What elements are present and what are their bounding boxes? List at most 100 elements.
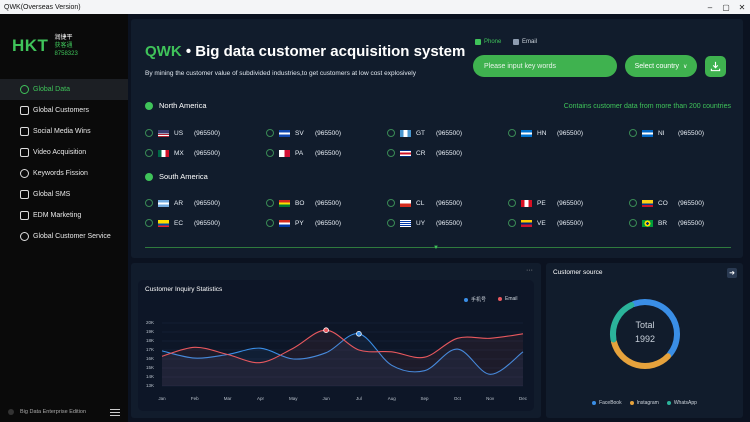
sidebar-footer: Big Data Enterprise Edition	[0, 402, 128, 422]
logo-text: HKT	[12, 36, 49, 55]
check-circle-icon[interactable]	[508, 219, 516, 227]
inquiry-statistics-card: ··· Customer Inquiry Statistics 手机号 Emai…	[131, 263, 541, 418]
check-circle-icon[interactable]	[266, 199, 274, 207]
check-circle-icon[interactable]	[508, 129, 516, 137]
check-circle-icon[interactable]	[145, 149, 153, 157]
country-item-ec[interactable]: EC (965500)	[145, 219, 220, 227]
check-circle-icon[interactable]	[266, 129, 274, 137]
donut-segment-1	[611, 338, 671, 369]
sidebar-item-global-sms[interactable]: Global SMS	[0, 184, 128, 205]
country-item-ve[interactable]: VE (965500)	[508, 219, 583, 227]
check-circle-icon[interactable]	[266, 149, 274, 157]
check-circle-icon[interactable]	[387, 219, 395, 227]
check-circle-icon[interactable]	[629, 129, 637, 137]
flag-pe-icon	[521, 199, 532, 207]
search-input[interactable]: Please input key words	[473, 55, 617, 77]
country-item-co[interactable]: CO (965500)	[629, 199, 704, 207]
country-item-br[interactable]: BR (965500)	[629, 219, 704, 227]
country-item-cl[interactable]: CL (965500)	[387, 199, 462, 207]
sidebar-item-edm-marketing[interactable]: EDM Marketing	[0, 205, 128, 226]
flag-hn-icon	[521, 129, 532, 137]
brand-logo: HKT 润捷平 获客通 8758323	[12, 34, 78, 58]
sidebar-item-global-customer-service[interactable]: Global Customer Service	[0, 226, 128, 247]
legend-dot-icon	[498, 297, 502, 301]
country-item-bo[interactable]: BO (965500)	[266, 199, 341, 207]
video-icon	[20, 148, 29, 157]
y-tick-label: 20K	[145, 320, 154, 325]
x-tick-label: Jul	[356, 396, 362, 401]
country-count: (965500)	[436, 129, 463, 137]
check-circle-icon[interactable]	[629, 199, 637, 207]
check-circle-icon[interactable]	[387, 149, 395, 157]
sidebar-item-global-customers[interactable]: Global Customers	[0, 100, 128, 121]
brand-tag: 获客通	[54, 43, 73, 49]
country-count: (965500)	[436, 199, 463, 207]
country-item-mx[interactable]: MX (965500)	[145, 149, 220, 157]
country-code: CL	[416, 199, 425, 207]
check-circle-icon[interactable]	[629, 219, 637, 227]
x-tick-label: Feb	[190, 396, 199, 401]
country-select[interactable]: Select country ∨	[625, 55, 697, 77]
sidebar-item-global-data[interactable]: Global Data	[0, 79, 128, 100]
country-count: (965500)	[557, 129, 584, 137]
country-item-gt[interactable]: GT (965500)	[387, 129, 462, 137]
sidebar-item-keywords-fission[interactable]: Keywords Fission	[0, 163, 128, 184]
sidebar-item-social-media-wins[interactable]: Social Media Wins	[0, 121, 128, 142]
legend-facebook: FaceBook	[592, 400, 622, 406]
country-item-us[interactable]: US (965500)	[145, 129, 220, 137]
legend-phone-label: 手机号	[471, 297, 487, 303]
country-item-hn[interactable]: HN (965500)	[508, 129, 583, 137]
check-circle-icon[interactable]	[145, 129, 153, 137]
country-code: EC	[174, 219, 184, 227]
country-item-cr[interactable]: CR (965500)	[387, 149, 462, 157]
country-count: (965500)	[194, 219, 221, 227]
country-item-py[interactable]: PY (965500)	[266, 219, 341, 227]
country-item-uy[interactable]: UY (965500)	[387, 219, 462, 227]
more-options-icon[interactable]: ···	[526, 267, 533, 274]
country-item-ar[interactable]: AR (965500)	[145, 199, 220, 207]
sidebar-item-video-acquisition[interactable]: Video Acquisition	[0, 142, 128, 163]
x-tick-label: Dec	[518, 396, 527, 401]
sidebar-item-label: Video Acquisition	[33, 149, 87, 156]
legend-email-label: Email	[505, 296, 518, 302]
country-count: (965500)	[315, 129, 342, 137]
flag-uy-icon	[400, 219, 411, 227]
email-checkbox[interactable]	[513, 39, 519, 45]
check-circle-icon[interactable]	[266, 219, 274, 227]
check-circle-icon[interactable]	[145, 219, 153, 227]
country-code: PY	[295, 219, 304, 227]
hamburger-menu-icon[interactable]	[110, 409, 120, 418]
check-circle-icon[interactable]	[508, 199, 516, 207]
keyword-icon	[20, 169, 29, 178]
country-item-ni[interactable]: NI (965500)	[629, 129, 704, 137]
sidebar: HKT 润捷平 获客通 8758323 Global Data Global C…	[0, 14, 128, 422]
email-filter[interactable]: Email	[513, 39, 537, 45]
series-area-0	[162, 333, 523, 386]
flag-mx-icon	[158, 149, 169, 157]
maximize-button[interactable]: ▢	[722, 2, 730, 12]
x-tick-label: Nov	[486, 396, 495, 401]
expand-chevron-icon[interactable]: ▼	[433, 245, 439, 251]
expand-arrow-icon[interactable]: ➜	[727, 268, 737, 278]
x-tick-label: Mar	[223, 396, 232, 401]
download-button[interactable]	[705, 56, 726, 77]
donut-chart	[610, 299, 680, 369]
flag-co-icon	[642, 199, 653, 207]
check-circle-icon[interactable]	[387, 129, 395, 137]
country-item-pe[interactable]: PE (965500)	[508, 199, 583, 207]
legend-whatsapp: WhatsApp	[666, 400, 697, 406]
country-item-sv[interactable]: SV (965500)	[266, 129, 341, 137]
phone-filter[interactable]: Phone	[475, 39, 501, 45]
check-circle-icon[interactable]	[387, 199, 395, 207]
phone-checkbox[interactable]	[475, 39, 481, 45]
country-count: (965500)	[436, 219, 463, 227]
check-circle-icon[interactable]	[145, 199, 153, 207]
close-button[interactable]: ✕	[738, 2, 746, 12]
page-subtitle: By mining the customer value of subdivid…	[145, 70, 416, 77]
x-tick-label: May	[289, 396, 298, 401]
country-select-label: Select country	[634, 62, 679, 70]
minimize-button[interactable]: –	[707, 2, 713, 12]
peak-point-0	[356, 330, 362, 337]
country-item-pa[interactable]: PA (965500)	[266, 149, 341, 157]
country-count: (965500)	[315, 149, 342, 157]
